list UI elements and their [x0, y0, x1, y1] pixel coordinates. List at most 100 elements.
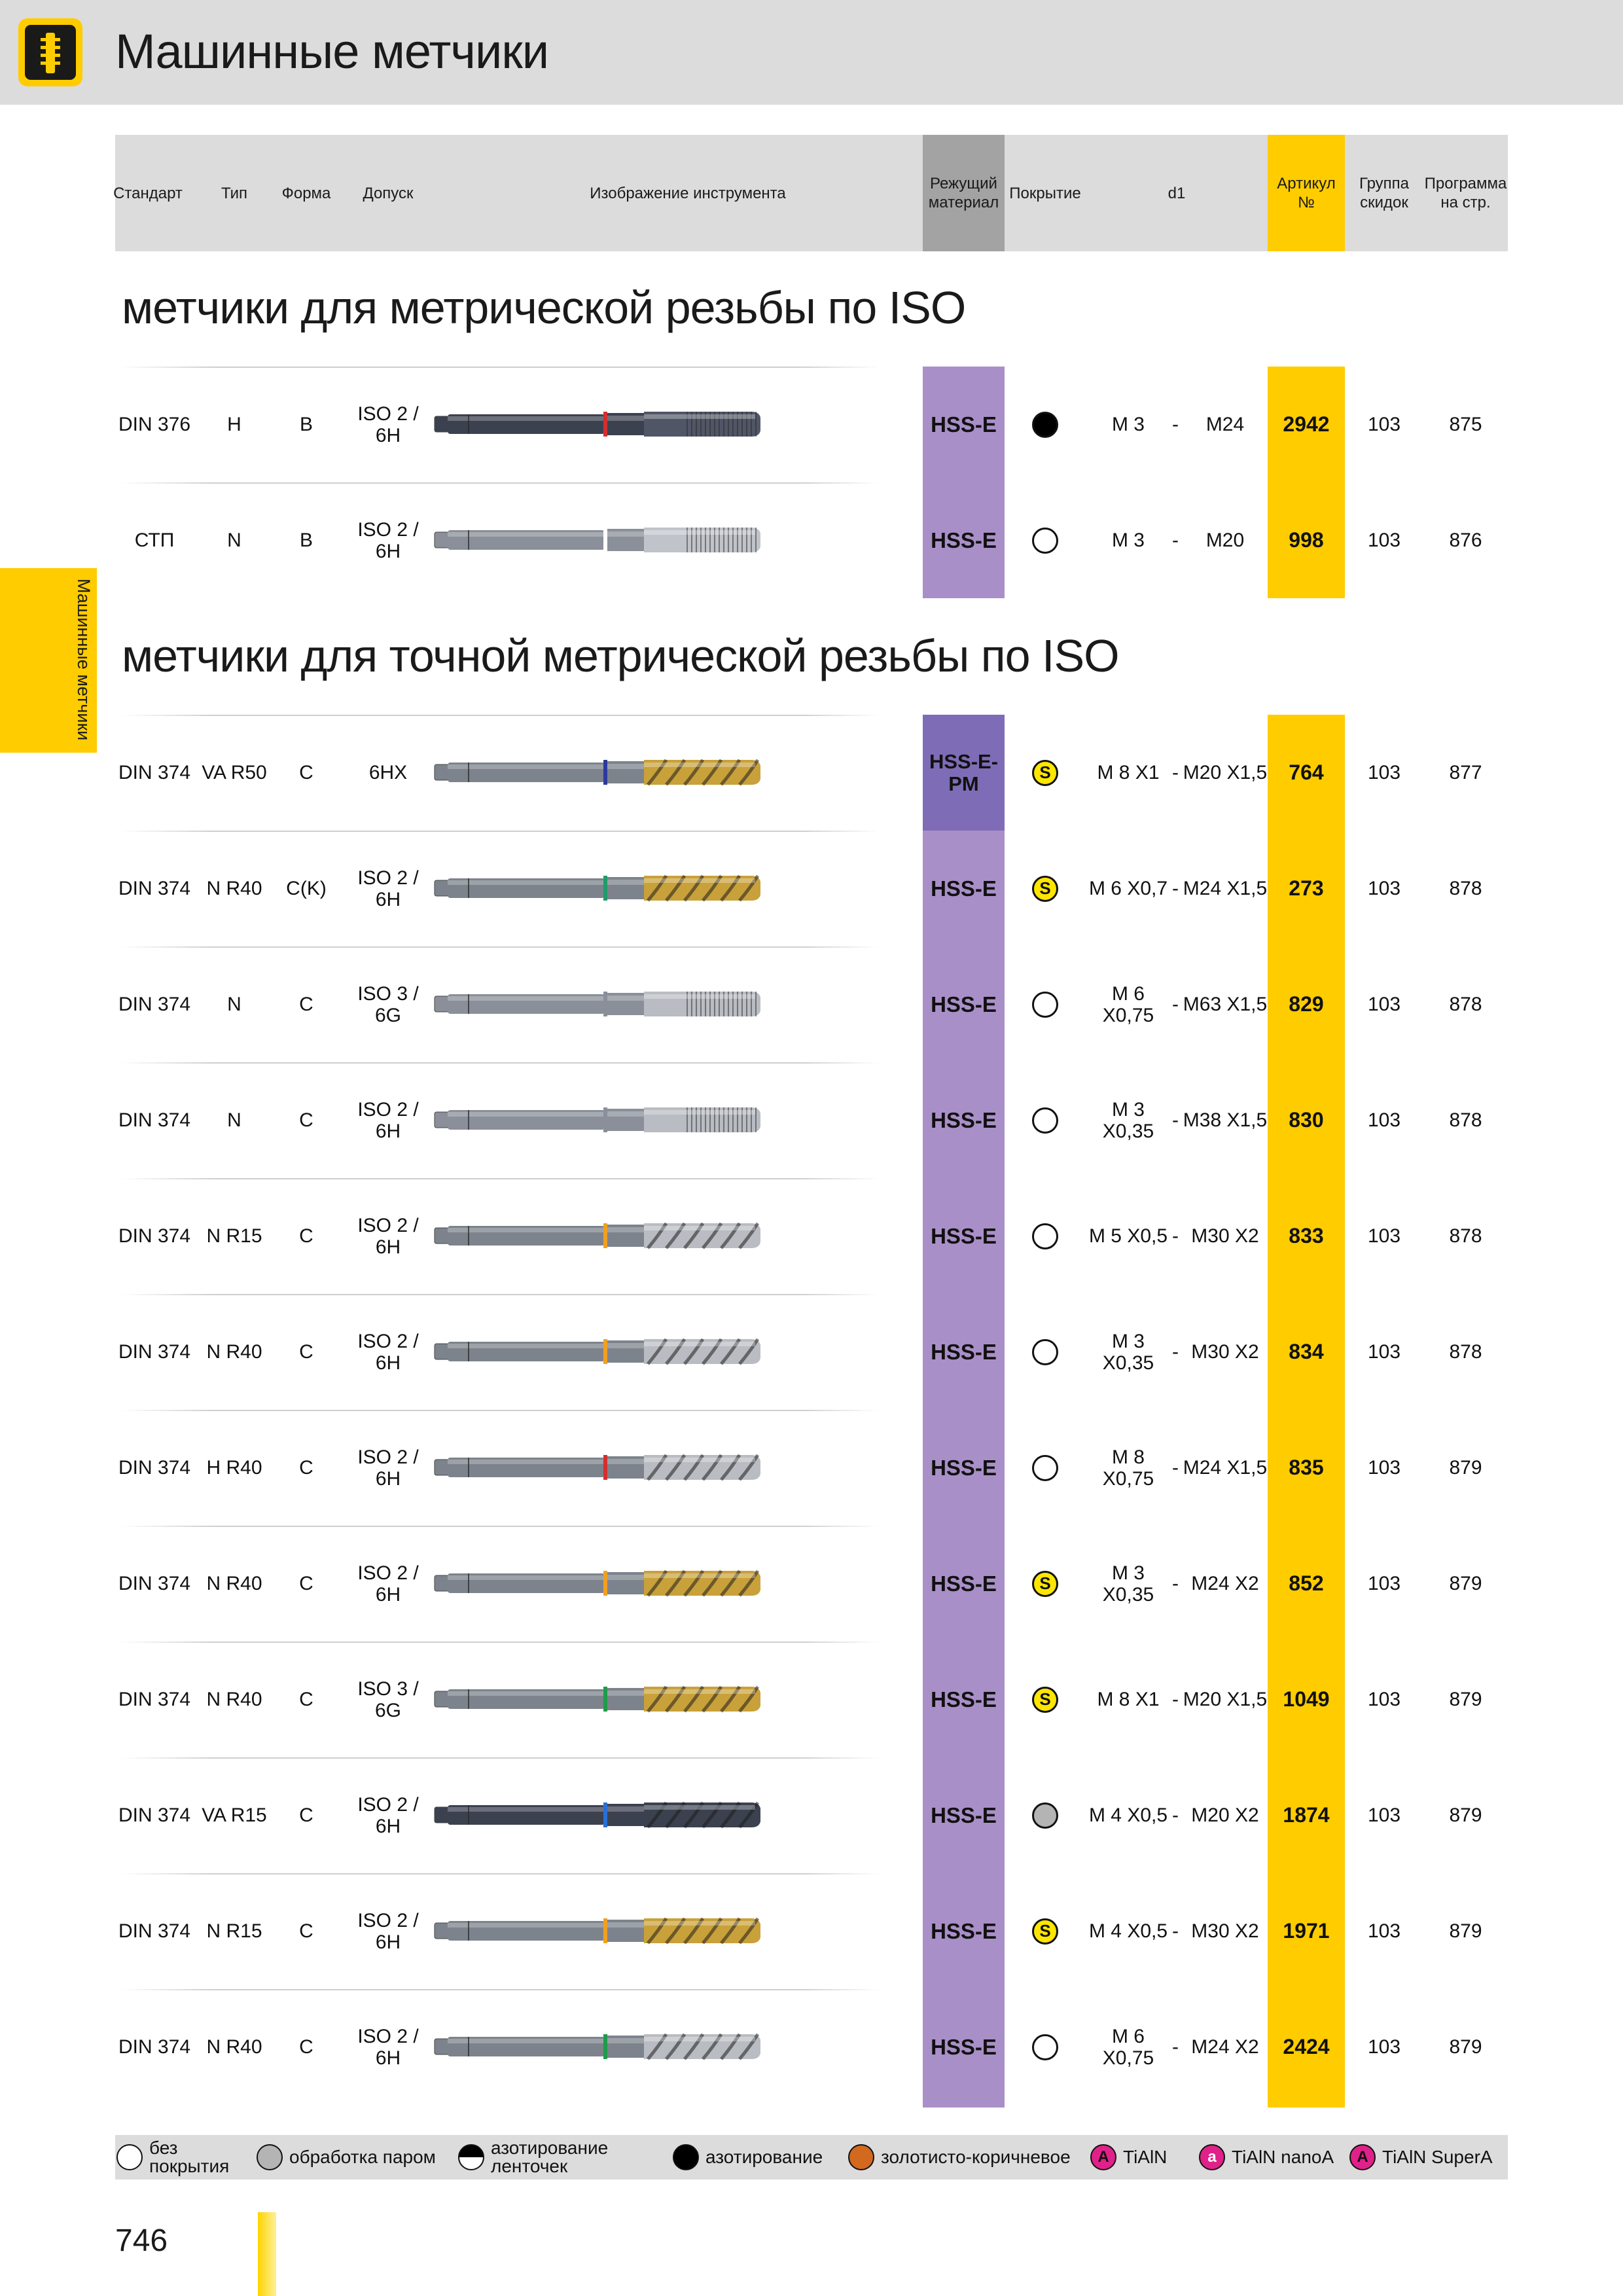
- table-row: DIN 374 N R15 C ISO 2 /6H HSS-E M 5 X0,5- M30 …: [115, 1178, 1508, 1294]
- d1-from-cell: M 3 X0,35: [1086, 1526, 1171, 1641]
- row-divider: [120, 1410, 880, 1411]
- table-row: DIN 374 N R40 C ISO 2 /6H HSS-E S M 3 X0,35- M24…: [115, 1526, 1508, 1641]
- tolerance-cell: ISO 2 /6H: [352, 1062, 424, 1178]
- tool-image-cell: [432, 516, 763, 564]
- table-row: DIN 374 N R15 C ISO 2 /6H HSS-E S M 4 X0,5- M30…: [115, 1873, 1508, 1989]
- coating-cell: S: [1005, 1526, 1086, 1641]
- material-column-bg-1: [923, 367, 1005, 598]
- d1-dash: -: [1172, 2036, 1179, 2058]
- form-cell: C: [299, 1689, 313, 1710]
- coating-cell: [1005, 482, 1086, 598]
- discount-group-cell: 103: [1367, 994, 1401, 1015]
- d1-from-cell: M 4 X0,5: [1086, 1873, 1171, 1989]
- d1-from-line-2: X0,35: [1102, 1352, 1154, 1374]
- standard-cell: DIN 374: [118, 762, 191, 783]
- row-divider: [120, 1873, 880, 1874]
- d1-from: M 3: [1111, 1330, 1145, 1352]
- form-cell: C: [299, 994, 313, 1015]
- tolerance-line-1: ISO 3 /: [357, 1677, 419, 1700]
- material-cell: HSS-E: [931, 1803, 997, 1827]
- article-cell: 2942: [1283, 412, 1330, 436]
- col-image: Изображение инструмента: [590, 184, 786, 202]
- legend-label-line-2: покрытия: [149, 2156, 230, 2176]
- tap-tool-image: [434, 2033, 760, 2060]
- tolerance-line-2: 6H: [375, 2047, 401, 2069]
- material-cell: HSS-E: [931, 1456, 997, 1480]
- nitriding-icon: [673, 2144, 699, 2170]
- d1-from: M 4 X0,5: [1088, 1804, 1168, 1826]
- legend-label: золотисто-коричневое: [881, 2148, 1071, 2166]
- coating-cell: [1005, 1989, 1086, 2105]
- material-cell: HSS-E: [931, 2035, 997, 2059]
- tool-image-cell: [432, 1212, 763, 1259]
- legend-label-line-1: азотирование: [491, 2138, 609, 2158]
- tolerance-line-2: 6H: [375, 1467, 401, 1490]
- no-coating-icon: [116, 2144, 143, 2170]
- d1-from-cell: M 6 X0,7: [1086, 831, 1171, 946]
- type-cell: N R40: [206, 1573, 262, 1594]
- col-article: Артикул №: [1268, 135, 1345, 251]
- tap-tool-image: [434, 1454, 760, 1481]
- standard-cell: DIN 374: [118, 1573, 191, 1594]
- coating-s-icon: S: [1032, 875, 1058, 902]
- program-page-cell: 879: [1449, 1573, 1482, 1594]
- discount-group-cell: 103: [1367, 529, 1401, 551]
- col-standard: Стандарт: [113, 184, 183, 202]
- material-cell: HSS-E: [931, 528, 997, 552]
- row-divider: [120, 1178, 880, 1179]
- d1-to-cell: M20 X2: [1191, 1804, 1259, 1826]
- col-coating: Покрытие: [1009, 184, 1081, 202]
- row-divider: [120, 946, 880, 948]
- coating-cell: [1005, 1410, 1086, 1526]
- page-title: Машинные метчики: [115, 24, 549, 79]
- row-divider: [120, 367, 880, 368]
- tool-image-cell: [432, 1791, 763, 1839]
- coating-letter: S: [1039, 1689, 1051, 1709]
- article-cell: 829: [1289, 992, 1324, 1016]
- material-cell: HSS-E: [931, 1571, 997, 1596]
- col-type: Тип: [221, 184, 247, 202]
- article-cell: 764: [1289, 761, 1324, 784]
- tolerance-line-2: 6H: [375, 540, 401, 562]
- legend-label-line-1: TiAlN nanoA: [1232, 2147, 1334, 2167]
- tolerance-line-1: ISO 3 /: [357, 982, 419, 1005]
- material-cell: HSS-E: [931, 1919, 997, 1943]
- table-row: DIN 376 H B ISO 2 /6H HSS-E M 3 - M24 2942 103 875: [115, 367, 1508, 482]
- tolerance-line-1: ISO 2 /: [357, 518, 419, 541]
- table-header: Стандарт Тип Форма Допуск Изображение ин…: [113, 135, 1508, 251]
- coating-cell: [1005, 946, 1086, 1062]
- d1-from-cell: M 3 X0,35: [1086, 1294, 1171, 1410]
- d1-dash: -: [1172, 1457, 1179, 1479]
- d1-dash: -: [1172, 1109, 1179, 1131]
- tolerance-line-1: ISO 2 /: [357, 2025, 419, 2047]
- coating-cell: S: [1005, 715, 1086, 831]
- d1-dash: -: [1172, 1920, 1179, 1942]
- coating-none-icon: [1032, 527, 1058, 554]
- tolerance-line-2: 6H: [375, 1815, 401, 1837]
- type-cell: VA R50: [202, 762, 267, 783]
- coating-letter: S: [1039, 762, 1051, 782]
- d1-to-cell: M63 X1,5: [1183, 994, 1268, 1015]
- d1-to-cell: M24 X1,5: [1183, 878, 1268, 899]
- band-nitriding-icon: [458, 2144, 484, 2170]
- type-cell: N R40: [206, 1341, 262, 1363]
- row-divider: [120, 1526, 880, 1527]
- coating-none-icon: [1032, 1338, 1058, 1365]
- material-column-pm-bg: [923, 715, 1005, 831]
- d1-to-cell: M38 X1,5: [1183, 1109, 1268, 1131]
- side-tab[interactable]: Машинные метчики: [0, 568, 97, 753]
- discount-group-cell: 103: [1367, 2036, 1401, 2058]
- table-row: DIN 374 N R40 C ISO 3 /6G HSS-E S M 8 X1- M20 X…: [115, 1641, 1508, 1757]
- type-cell: N R40: [206, 2036, 262, 2058]
- program-page-cell: 879: [1449, 1804, 1482, 1826]
- article-cell: 1874: [1283, 1803, 1330, 1827]
- type-cell: N: [227, 994, 241, 1015]
- standard-cell: DIN 374: [118, 1804, 191, 1826]
- tolerance-line-2: 6H: [375, 424, 401, 446]
- d1-from-cell: M 8 X1: [1086, 715, 1171, 831]
- discount-group-cell: 103: [1367, 414, 1401, 435]
- d1-from-cell: M 4 X0,5: [1086, 1757, 1171, 1873]
- tool-image-cell: [432, 749, 763, 796]
- coating-cell: S: [1005, 831, 1086, 946]
- col-discount-group: Группа скидок: [1359, 175, 1410, 211]
